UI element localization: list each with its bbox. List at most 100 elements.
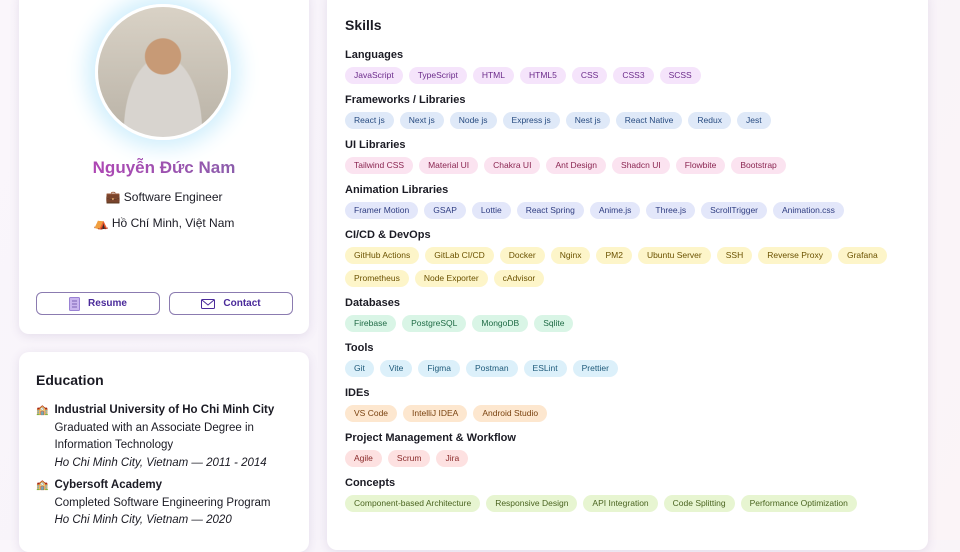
skill-tag: Anime.js [589,202,641,219]
skill-tag: Bootstrap [731,157,786,174]
school-name: Cybersoft Academy [54,479,163,491]
location-icon: ⛺ [93,216,109,230]
skill-tag: Ubuntu Server [637,247,711,264]
education-detail: Graduated with an Associate Degree in In… [54,421,254,452]
education-title: Education [36,372,104,388]
skill-tags: React js Next js Node js Express js Nest js R… [345,112,910,129]
skill-tag: Agile [345,450,382,467]
category-title: Databases [345,297,401,309]
category-title: Project Management & Workflow [345,432,516,444]
skill-tag: PostgreSQL [402,315,467,332]
skill-category: IDEs VS Code IntelliJ IDEA Android Studio [345,387,910,422]
skill-tag: Redux [688,112,731,129]
skill-tag: SSH [716,247,753,264]
category-title: Concepts [345,477,396,489]
skill-tag: TypeScript [408,67,467,84]
contact-label: Contact [223,298,261,309]
skill-tag: Ant Design [546,157,607,174]
category-title: Languages [345,49,404,61]
skill-category: CI/CD & DevOps GitHub Actions GitLab CI/CD… [345,229,910,287]
skill-tag: Vite [379,360,413,377]
skill-tags: VS Code IntelliJ IDEA Android Studio [345,405,910,422]
skill-tag: MongoDB [472,315,529,332]
school-icon: 🏫 [36,480,49,491]
skill-category: UI Libraries Tailwind CSS Material UI Chakr… [345,139,910,174]
location-text: Hồ Chí Minh, Việt Nam [111,216,235,230]
skill-tag: cAdvisor [493,270,545,287]
role-text: Software Engineer [123,190,223,204]
skill-tag: Material UI [419,157,479,174]
skill-tags: Git Vite Figma Postman ESLint Prettier [345,360,910,377]
skill-tag: Firebase [345,315,397,332]
skill-tag: Postman [466,360,518,377]
skill-tag: Next js [399,112,444,129]
skill-tag: Jest [736,112,771,129]
skill-tag: Framer Motion [345,202,419,219]
skill-tags: Tailwind CSS Material UI Chakra UI Ant Desi… [345,157,910,174]
skill-tag: Chakra UI [484,157,541,174]
skill-tag: React Spring [516,202,584,219]
skill-tag: Git [345,360,374,377]
category-title: CI/CD & DevOps [345,229,431,241]
skill-tags: Firebase PostgreSQL MongoDB Sqlite [345,315,910,332]
skill-tag: Prometheus [345,270,409,287]
skill-tag: HTML [472,67,514,84]
skill-tags: Agile Scrum Jira [345,450,910,467]
skill-tag: HTML5 [519,67,566,84]
skill-tag: Lottie [471,202,511,219]
school-name: Industrial University of Ho Chi Minh Cit… [54,404,275,416]
skill-tag: Node js [449,112,497,129]
skill-category: Frameworks / Libraries React js Next js Nod… [345,94,910,129]
skill-category: Animation Libraries Framer Motion GSAP Lott… [345,184,910,219]
contact-button[interactable]: Contact [169,292,293,315]
school-icon: 🏫 [36,405,49,416]
profile-location: ⛺ Hồ Chí Minh, Việt Nam [19,216,309,230]
education-item: 🏫 Cybersoft Academy Completed Software Eng… [36,477,292,530]
skill-tag: Node Exporter [414,270,488,287]
skill-tag: CSS3 [613,67,654,84]
skill-tags: Component-based Architecture Responsive D… [345,495,910,512]
skills-card: Skills Languages JavaScript TypeScript HTML… [327,0,928,550]
briefcase-icon: 💼 [105,190,121,204]
skill-tag: Responsive Design [486,495,578,512]
skill-category: Tools Git Vite Figma Postman ESLint Prettier [345,342,910,377]
skill-tag: SCSS [659,67,701,84]
skill-tag: Scrum [387,450,431,467]
profile-role: 💼 Software Engineer [19,190,309,204]
skill-tag: Component-based Architecture [345,495,481,512]
skill-tag: Tailwind CSS [345,157,414,174]
skill-tag: Figma [418,360,460,377]
document-icon [69,296,81,311]
skill-tag: GitLab CI/CD [425,247,494,264]
skill-tag: Animation.css [773,202,844,219]
category-title: IDEs [345,387,370,399]
category-title: Frameworks / Libraries [345,94,466,106]
skill-tag: Sqlite [534,315,574,332]
skill-category: Project Management & Workflow Agile Scrum J… [345,432,910,467]
skill-tag: Grafana [837,247,887,264]
skill-tag: Code Splitting [663,495,735,512]
resume-label: Resume [88,298,127,309]
skill-tag: API Integration [583,495,658,512]
skill-category: Databases Firebase PostgreSQL MongoDB Sqlite [345,297,910,332]
education-item: 🏫 Industrial University of Ho Chi Minh Ci… [36,402,292,472]
skill-tag: GitHub Actions [345,247,420,264]
skill-tag: IntelliJ IDEA [403,405,468,422]
resume-button[interactable]: Resume [36,292,160,315]
education-meta: Ho Chi Minh City, Vietnam — 2020 [54,514,232,526]
skill-tag: Prettier [572,360,618,377]
skill-tags: JavaScript TypeScript HTML HTML5 CSS CSS3 SCSS [345,67,910,84]
skill-tag: Performance Optimization [740,495,857,512]
skill-tag: Express js [502,112,560,129]
skill-tag: Reverse Proxy [758,247,832,264]
profile-name: Nguyễn Đức Nam [19,158,309,178]
education-text: Industrial University of Ho Chi Minh Cit… [54,402,292,472]
skill-tag: GSAP [424,202,466,219]
skill-tag: Flowbite [675,157,726,174]
skill-tag: Docker [499,247,545,264]
skill-tag: React Native [615,112,683,129]
skill-tag: CSS [571,67,608,84]
skill-tag: ESLint [523,360,567,377]
profile-card: Nguyễn Đức Nam 💼 Software Engineer ⛺ Hồ … [19,0,309,334]
skill-tag: Three.js [646,202,696,219]
